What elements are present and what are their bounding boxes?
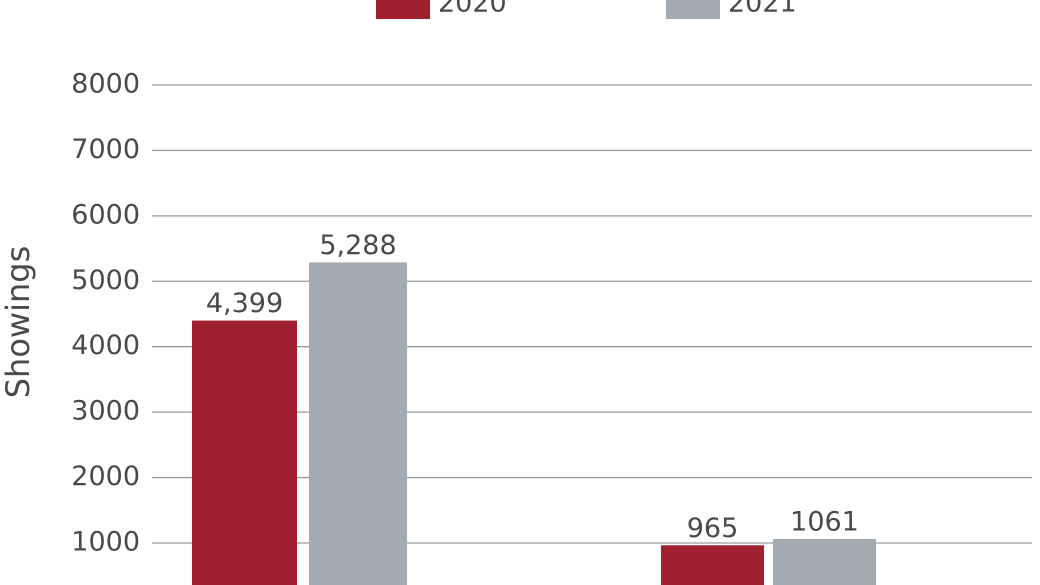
y-tick-label: 2000 (71, 461, 140, 492)
y-tick-label: 4000 (71, 330, 140, 361)
legend-label: 2020 (438, 0, 507, 19)
y-tick-label: 8000 (71, 69, 140, 100)
data-label: 4,399 (206, 288, 283, 319)
y-tick-label: 3000 (71, 396, 140, 427)
y-tick-label: 1000 (71, 526, 140, 557)
data-label: 1061 (790, 506, 859, 537)
y-tick-label: 7000 (71, 134, 140, 165)
y-axis-label: Showings (0, 246, 37, 399)
legend-swatch (666, 0, 720, 19)
data-label: 965 (687, 513, 739, 544)
legend-label: 2021 (728, 0, 797, 19)
bar (192, 320, 297, 585)
y-tick-label: 5000 (71, 265, 140, 296)
legend-swatch (376, 0, 430, 19)
y-tick-label: 6000 (71, 199, 140, 230)
bar (309, 262, 407, 585)
bar (661, 545, 764, 585)
data-label: 5,288 (319, 230, 396, 261)
bar (773, 538, 876, 585)
